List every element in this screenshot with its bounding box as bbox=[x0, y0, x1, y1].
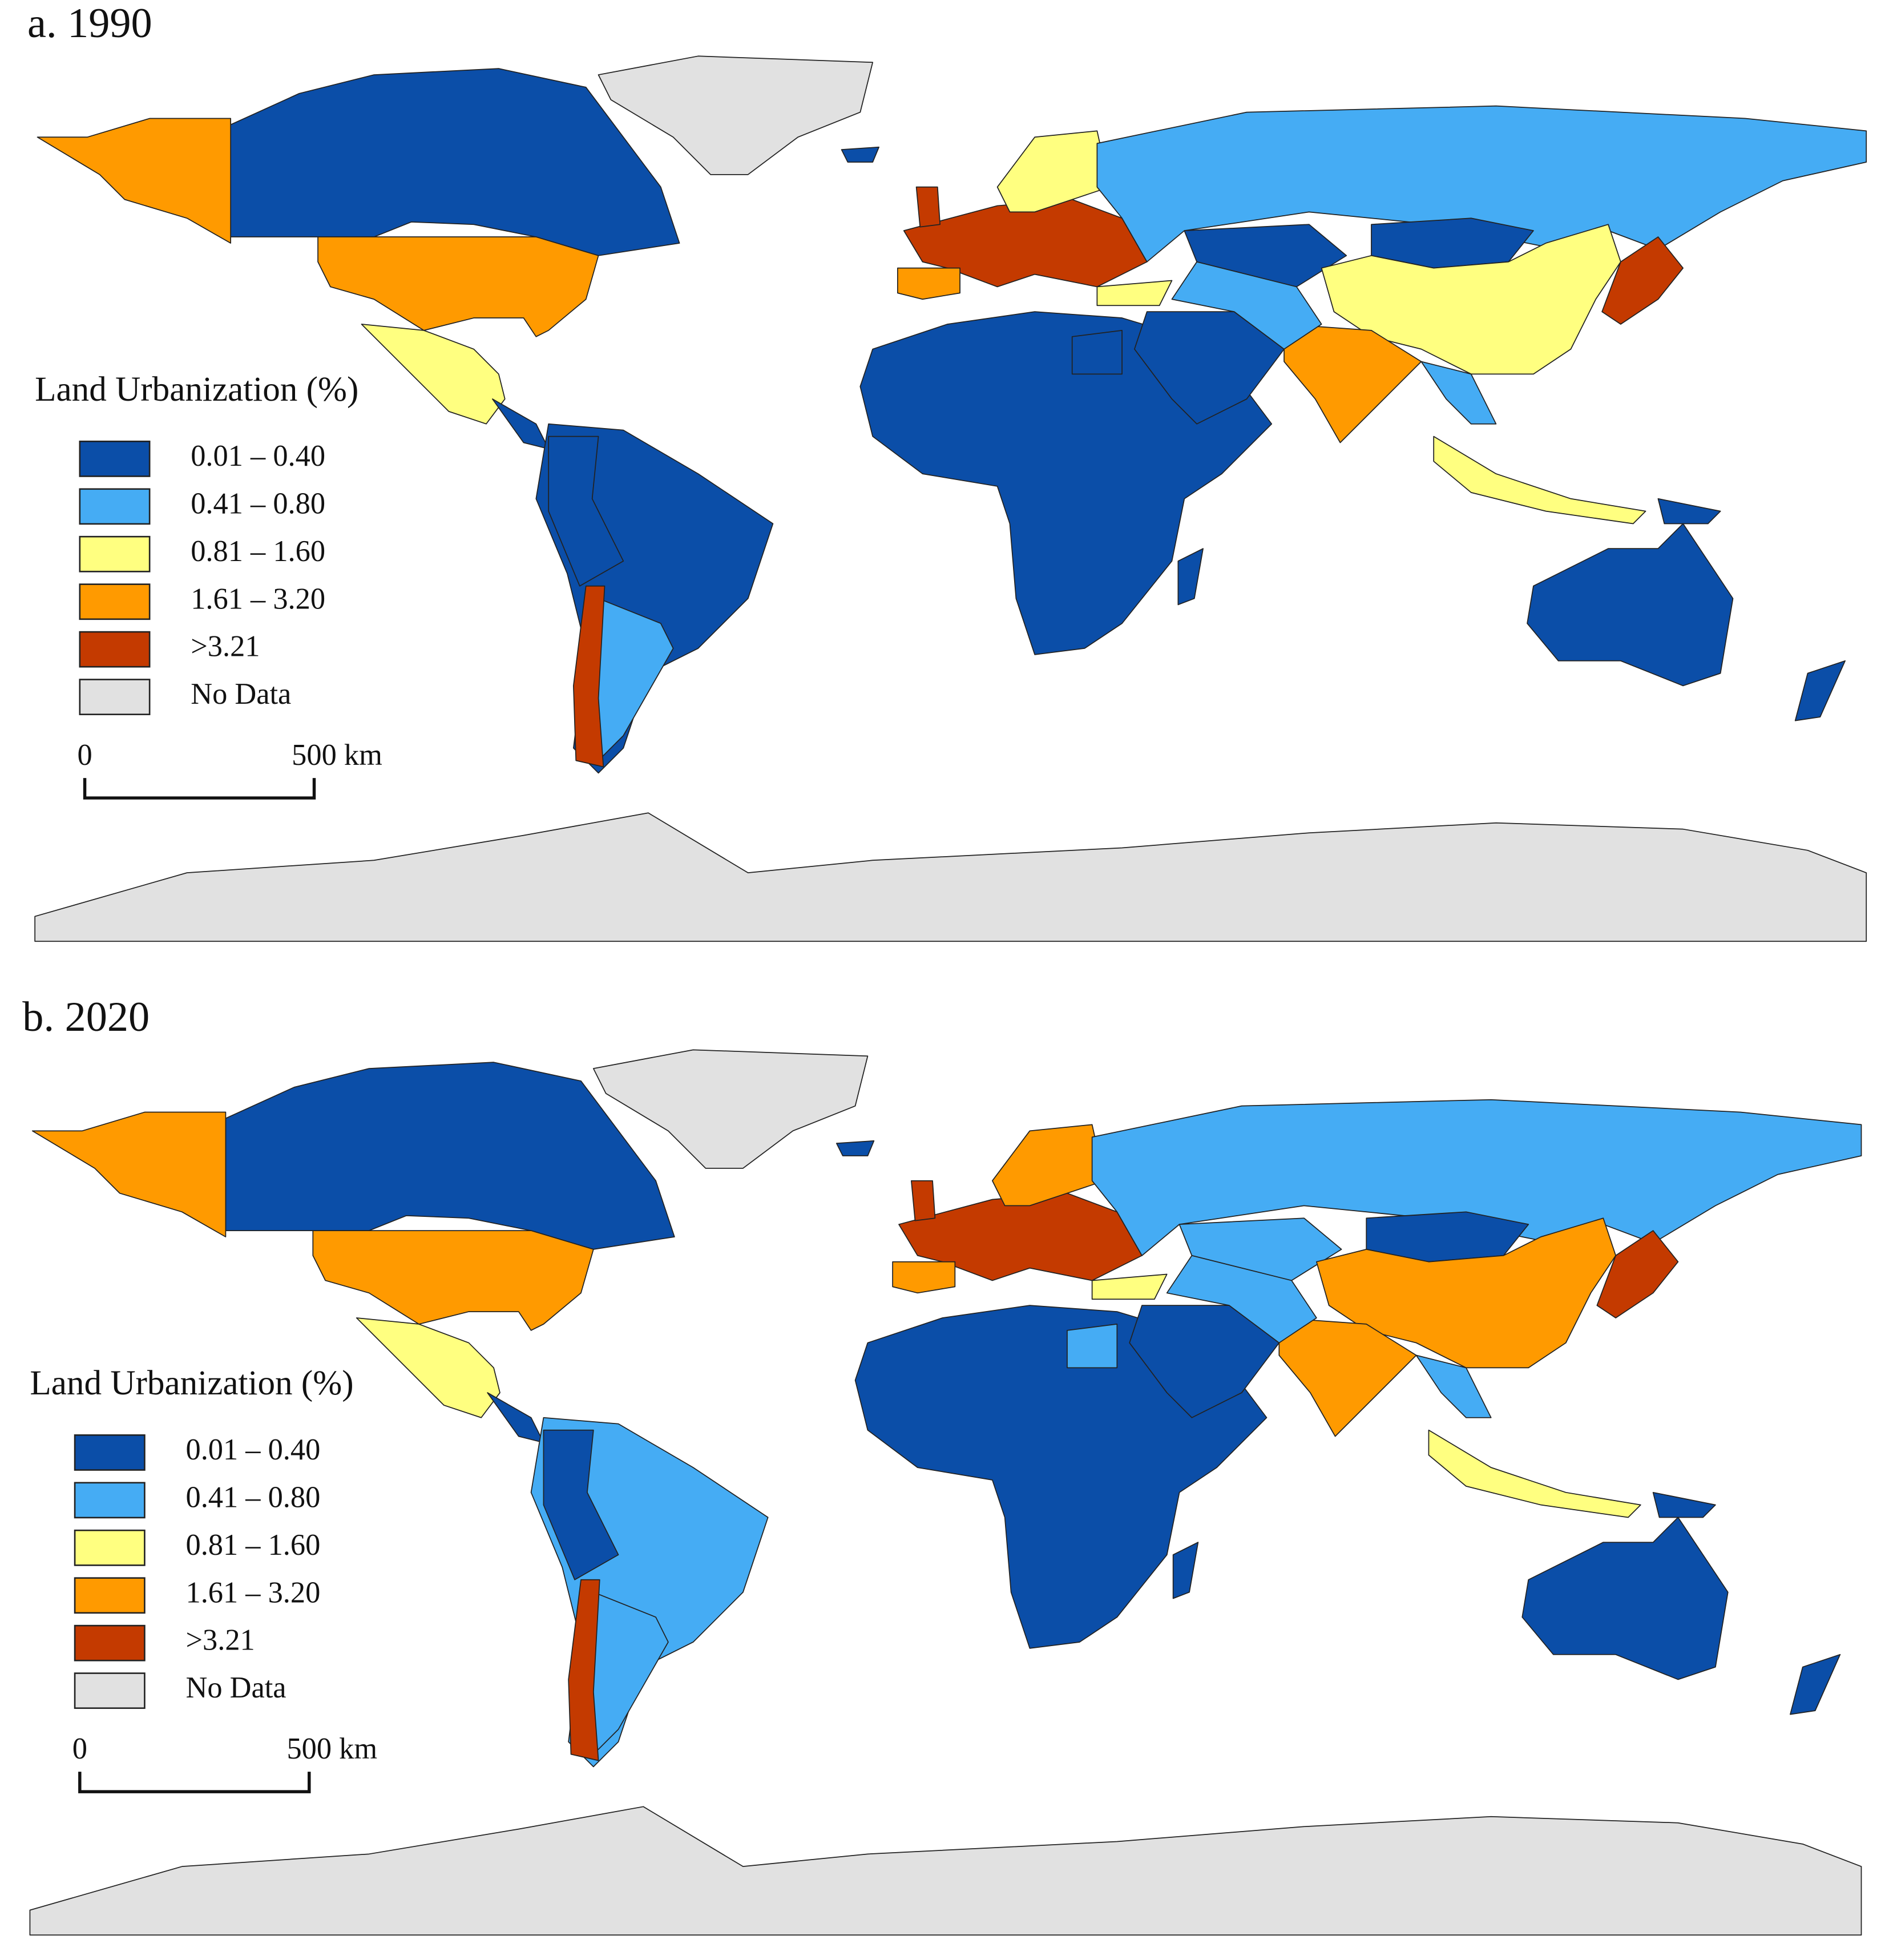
legend-swatch bbox=[74, 1624, 146, 1661]
legend-swatch bbox=[79, 488, 151, 525]
country bbox=[1067, 1324, 1118, 1369]
scale-bar bbox=[83, 778, 316, 800]
country bbox=[1171, 261, 1322, 350]
country bbox=[996, 130, 1111, 213]
country bbox=[915, 186, 941, 228]
legend-label: 1.61 – 3.20 bbox=[185, 1576, 320, 1609]
legend-label: No Data bbox=[185, 1671, 286, 1704]
scale-bar bbox=[78, 1772, 311, 1793]
legend-swatch bbox=[79, 583, 151, 620]
legend-swatch bbox=[79, 679, 151, 716]
legend-swatch bbox=[79, 535, 151, 572]
scale-end: 500 km bbox=[292, 739, 382, 772]
country bbox=[1415, 1354, 1492, 1418]
country bbox=[568, 1579, 600, 1761]
legend-swatch bbox=[74, 1577, 146, 1614]
country bbox=[34, 812, 1867, 942]
legend-swatch bbox=[79, 440, 151, 477]
country bbox=[312, 1230, 594, 1331]
legend-label: >3.21 bbox=[191, 630, 260, 663]
country bbox=[1521, 1517, 1729, 1680]
country bbox=[1096, 105, 1867, 263]
country bbox=[1172, 1542, 1199, 1599]
legend-label: 0.81 – 1.60 bbox=[191, 535, 325, 568]
country bbox=[1596, 1230, 1679, 1318]
country bbox=[361, 324, 506, 425]
country bbox=[1091, 1273, 1168, 1300]
country bbox=[859, 311, 1273, 655]
country bbox=[1527, 523, 1734, 687]
country bbox=[487, 1392, 544, 1443]
country bbox=[1601, 236, 1684, 325]
legend-swatch bbox=[79, 631, 151, 668]
legend-title: Land Urbanization (%) bbox=[30, 1364, 353, 1402]
legend-swatch bbox=[74, 1529, 146, 1566]
map-panel: b. 2020 Land Urbanization (%) 0.01 – 0.40 0… bbox=[22, 994, 1862, 1936]
country bbox=[897, 267, 960, 300]
legend-label: 0.41 – 0.80 bbox=[191, 487, 325, 520]
country bbox=[1652, 1491, 1716, 1518]
legend-label: No Data bbox=[191, 677, 291, 711]
country bbox=[1428, 1429, 1641, 1518]
country bbox=[573, 585, 606, 768]
country bbox=[1096, 280, 1173, 306]
country bbox=[1420, 361, 1497, 425]
country bbox=[1278, 1317, 1417, 1437]
scale-start: 0 bbox=[72, 1732, 87, 1765]
country bbox=[37, 118, 232, 244]
country bbox=[592, 1049, 869, 1169]
country bbox=[543, 1429, 619, 1580]
legend-swatch bbox=[74, 1482, 146, 1519]
country bbox=[841, 146, 879, 163]
legend-label: 0.41 – 0.80 bbox=[185, 1481, 320, 1514]
scale-end: 500 km bbox=[286, 1732, 377, 1765]
country bbox=[356, 1317, 500, 1418]
country bbox=[1790, 1654, 1841, 1715]
country bbox=[317, 236, 599, 337]
legend-label: 0.01 – 0.40 bbox=[185, 1433, 320, 1466]
country bbox=[1657, 498, 1721, 525]
legend-label: 1.61 – 3.20 bbox=[191, 582, 325, 615]
country bbox=[492, 398, 550, 450]
legend-swatch bbox=[74, 1434, 146, 1471]
country bbox=[1283, 324, 1422, 443]
country bbox=[29, 1806, 1862, 1936]
country bbox=[892, 1261, 956, 1294]
panel-title: a. 1990 bbox=[27, 0, 152, 47]
legend-label: 0.01 – 0.40 bbox=[191, 439, 325, 473]
country bbox=[598, 55, 874, 175]
country bbox=[835, 1140, 875, 1156]
country bbox=[1794, 660, 1846, 721]
country bbox=[1433, 435, 1646, 525]
country bbox=[31, 1111, 227, 1237]
country bbox=[992, 1124, 1105, 1207]
country bbox=[1071, 330, 1123, 375]
panel-title: b. 2020 bbox=[22, 994, 150, 1041]
country bbox=[911, 1180, 936, 1221]
scale-start: 0 bbox=[77, 739, 92, 772]
country bbox=[854, 1305, 1268, 1649]
country bbox=[1177, 548, 1204, 606]
legend-title: Land Urbanization (%) bbox=[35, 370, 358, 409]
legend-swatch bbox=[74, 1672, 146, 1709]
country bbox=[548, 435, 624, 587]
legend-label: 0.81 – 1.60 bbox=[185, 1529, 320, 1562]
country bbox=[1166, 1255, 1317, 1344]
country bbox=[1091, 1099, 1862, 1256]
legend-label: >3.21 bbox=[185, 1624, 255, 1657]
map-panel: a. 1990 Land Urbanization (%) 0.01 – 0.40 0… bbox=[27, 0, 1867, 942]
